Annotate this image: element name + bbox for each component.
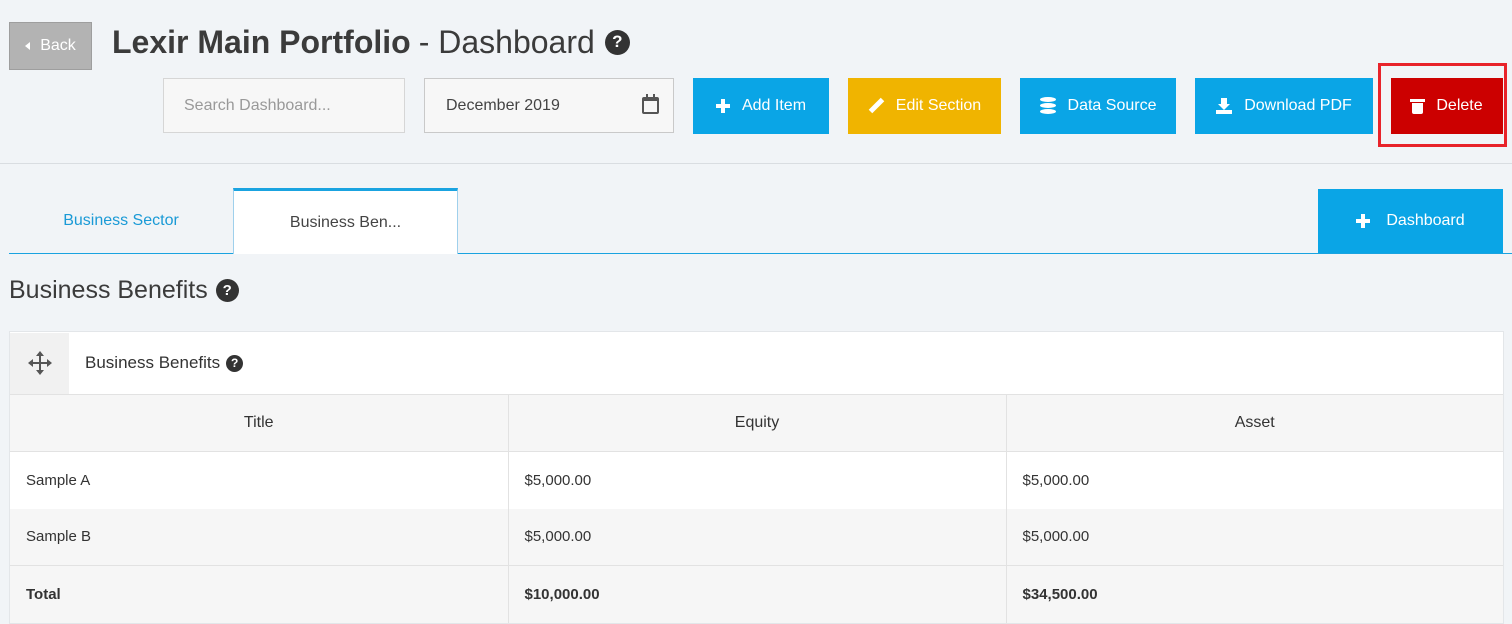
panel-title-text: Business Benefits [85,353,221,372]
section-title-text: Business Benefits [9,275,208,304]
table-row: Sample A $5,000.00 $5,000.00 [10,451,1503,509]
column-header-title: Title [10,394,509,452]
plus-icon [1356,214,1371,228]
cell-title: Sample A [10,451,509,509]
header-divider [0,163,1512,164]
page-title-portfolio: Lexir Main Portfolio [112,23,411,60]
data-source-label: Data Source [1067,97,1157,114]
page-title-suffix: - Dashboard [418,23,595,60]
pencil-icon [868,98,884,114]
edit-section-button[interactable]: Edit Section [848,78,1001,134]
page-title: Lexir Main Portfolio - Dashboard ? [112,22,630,62]
cell-equity: $5,000.00 [508,508,1007,566]
help-icon[interactable]: ? [604,29,630,55]
data-source-button[interactable]: Data Source [1020,78,1176,134]
back-button[interactable]: Back [9,22,92,70]
cell-asset: $5,000.00 [1006,451,1503,509]
tab-bar-underline [9,253,1512,254]
download-icon [1216,98,1233,114]
download-pdf-button[interactable]: Download PDF [1195,78,1373,134]
delete-button[interactable]: Delete [1391,78,1503,134]
business-benefits-panel: Business Benefits ? Title Equity Asset S… [9,331,1504,624]
help-icon[interactable]: ? [226,354,244,372]
column-header-equity: Equity [508,394,1007,452]
add-item-label: Add Item [741,97,807,114]
table-total-row: Total $10,000.00 $34,500.00 [10,565,1503,623]
help-icon[interactable]: ? [215,278,239,302]
cell-title: Sample B [10,508,509,566]
caret-left-icon [25,42,31,50]
column-header-asset: Asset [1006,394,1503,452]
move-arrows-icon [27,351,52,375]
add-dashboard-label: Dashboard [1386,212,1465,229]
trash-icon [1410,98,1426,114]
calendar-icon [642,94,659,114]
panel-title: Business Benefits ? [85,353,244,373]
cell-asset: $5,000.00 [1006,508,1503,566]
table-header-row: Title Equity Asset [10,394,1503,452]
drag-handle[interactable] [10,332,69,394]
total-asset: $34,500.00 [1006,565,1503,623]
delete-label: Delete [1436,97,1483,114]
section-title: Business Benefits ? [9,272,239,308]
tab-business-sector-label: Business Sector [63,212,179,229]
add-dashboard-button[interactable]: Dashboard [1318,189,1503,253]
cell-equity: $5,000.00 [508,451,1007,509]
month-picker[interactable]: December 2019 [424,78,674,133]
tab-business-benefits[interactable]: Business Ben... [233,188,458,254]
benefits-table: Title Equity Asset Sample A $5,000.00 $5… [10,394,1503,623]
month-picker-value: December 2019 [446,96,560,114]
add-item-button[interactable]: Add Item [693,78,829,134]
table-row: Sample B $5,000.00 $5,000.00 [10,508,1503,566]
total-equity: $10,000.00 [508,565,1007,623]
plus-icon [715,99,730,113]
search-dashboard-input[interactable] [163,78,405,133]
tab-business-sector[interactable]: Business Sector [9,189,233,253]
back-button-label: Back [40,37,76,54]
edit-section-label: Edit Section [895,97,982,114]
database-icon [1039,97,1056,115]
tab-business-benefits-label: Business Ben... [289,213,402,231]
total-label: Total [10,565,509,623]
download-pdf-label: Download PDF [1244,97,1352,114]
panel-header: Business Benefits ? [10,332,1503,394]
